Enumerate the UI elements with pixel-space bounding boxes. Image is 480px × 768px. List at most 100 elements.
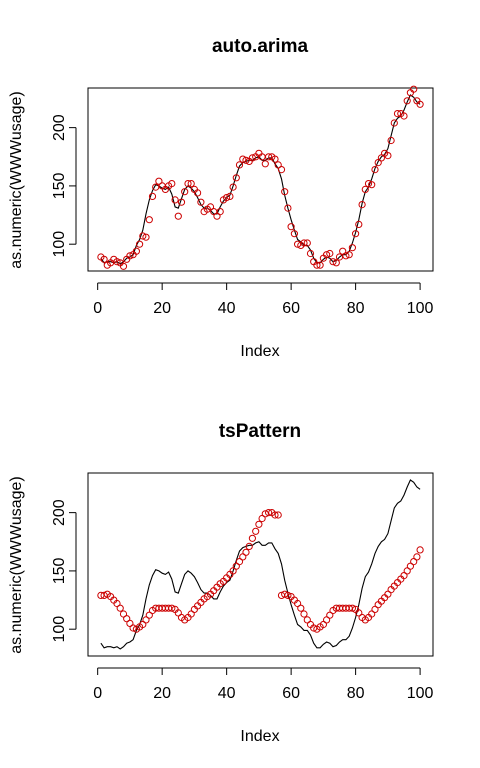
data-point (358, 201, 366, 209)
x-tick-label: 80 (347, 685, 365, 702)
data-point (261, 510, 269, 518)
chart-title: auto.arima (212, 36, 309, 57)
x-tick-label: 100 (407, 300, 434, 317)
data-point (306, 249, 315, 258)
data-point (242, 548, 250, 556)
data-point (329, 258, 337, 266)
series-line (100, 479, 421, 650)
data-point (181, 188, 189, 196)
data-point (323, 251, 331, 259)
data-point (235, 161, 244, 169)
data-point (168, 604, 176, 612)
data-point (132, 247, 140, 255)
x-axis: 0 20 40 60 80 100 (93, 667, 434, 702)
data-point (281, 590, 289, 598)
data-point (300, 610, 308, 618)
x-tick-label: 60 (282, 685, 300, 702)
x-tick-label: 0 (93, 685, 102, 702)
data-point (287, 223, 295, 231)
plot-marks (97, 85, 424, 270)
series-line (100, 94, 421, 265)
data-point (274, 511, 282, 519)
data-point (245, 542, 253, 551)
data-point (174, 212, 182, 220)
data-point (152, 183, 160, 191)
x-tick-label: 100 (407, 685, 434, 702)
data-point (100, 255, 108, 263)
data-point (255, 520, 263, 528)
data-point (271, 511, 279, 519)
data-point (136, 240, 144, 248)
data-point (248, 534, 256, 542)
data-point (403, 97, 411, 105)
data-point (116, 604, 124, 612)
data-point (126, 252, 134, 260)
data-point (261, 160, 269, 168)
data-point (416, 546, 424, 554)
data-point (242, 156, 250, 164)
data-point (229, 183, 237, 191)
data-point (342, 252, 350, 260)
x-tick-label: 40 (218, 300, 236, 317)
data-point (281, 188, 289, 196)
data-point (119, 262, 128, 270)
data-point (300, 239, 308, 247)
data-point (348, 604, 356, 612)
data-point (345, 251, 353, 259)
data-point (290, 230, 298, 238)
plot-frame (87, 87, 434, 272)
data-point (361, 185, 369, 193)
data-point (155, 177, 163, 185)
x-tick-label: 20 (153, 685, 171, 702)
y-axis-label: as.numeric(WWWusage) (8, 476, 25, 654)
data-point (313, 261, 321, 269)
y-axis: 100 150 200 (51, 499, 77, 643)
data-point (223, 194, 231, 202)
data-point (332, 259, 340, 267)
data-point (142, 233, 150, 241)
data-point (284, 591, 292, 600)
data-point (113, 258, 121, 266)
data-point (371, 166, 379, 174)
data-point (406, 562, 414, 570)
data-point (303, 239, 311, 247)
data-point (277, 166, 286, 174)
y-tick-label: 200 (51, 499, 68, 526)
data-point (410, 85, 418, 93)
data-point (384, 152, 392, 160)
data-point (368, 181, 376, 189)
data-point (252, 527, 260, 535)
y-tick-label: 100 (51, 231, 68, 258)
data-point (142, 616, 150, 624)
data-point (177, 198, 186, 206)
y-tick-label: 150 (51, 557, 68, 584)
data-point (148, 192, 157, 200)
data-point (187, 180, 195, 188)
data-point (413, 553, 421, 561)
data-point (387, 136, 395, 145)
x-tick-label: 0 (93, 300, 102, 317)
x-axis-label: Index (240, 343, 279, 360)
data-point (355, 609, 363, 617)
data-point (197, 198, 205, 206)
data-point (416, 100, 424, 108)
data-point (348, 244, 356, 252)
data-point (232, 174, 240, 182)
chart-title: tsPattern (219, 421, 301, 442)
data-point (168, 180, 176, 188)
data-point (297, 604, 305, 612)
x-tick-label: 20 (153, 300, 171, 317)
y-tick-label: 150 (51, 172, 68, 199)
x-axis-label: Index (240, 728, 279, 745)
data-point (284, 204, 292, 212)
data-point (239, 155, 247, 163)
data-point (355, 220, 363, 228)
data-point (194, 189, 202, 197)
plot-marks (97, 479, 424, 650)
data-point (265, 508, 273, 517)
panel-tspattern: tsPattern 0 20 40 60 80 100 100 150 200 Index a… (8, 421, 434, 745)
data-point (274, 161, 282, 169)
data-point (364, 180, 373, 188)
